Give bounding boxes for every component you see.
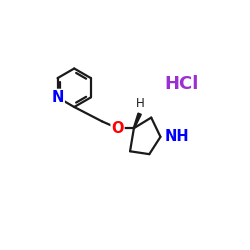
Text: N: N [51, 90, 64, 105]
Text: HCl: HCl [164, 75, 198, 93]
Text: O: O [111, 121, 124, 136]
Text: H: H [136, 97, 145, 110]
Text: NH: NH [165, 129, 189, 144]
Polygon shape [133, 113, 141, 128]
